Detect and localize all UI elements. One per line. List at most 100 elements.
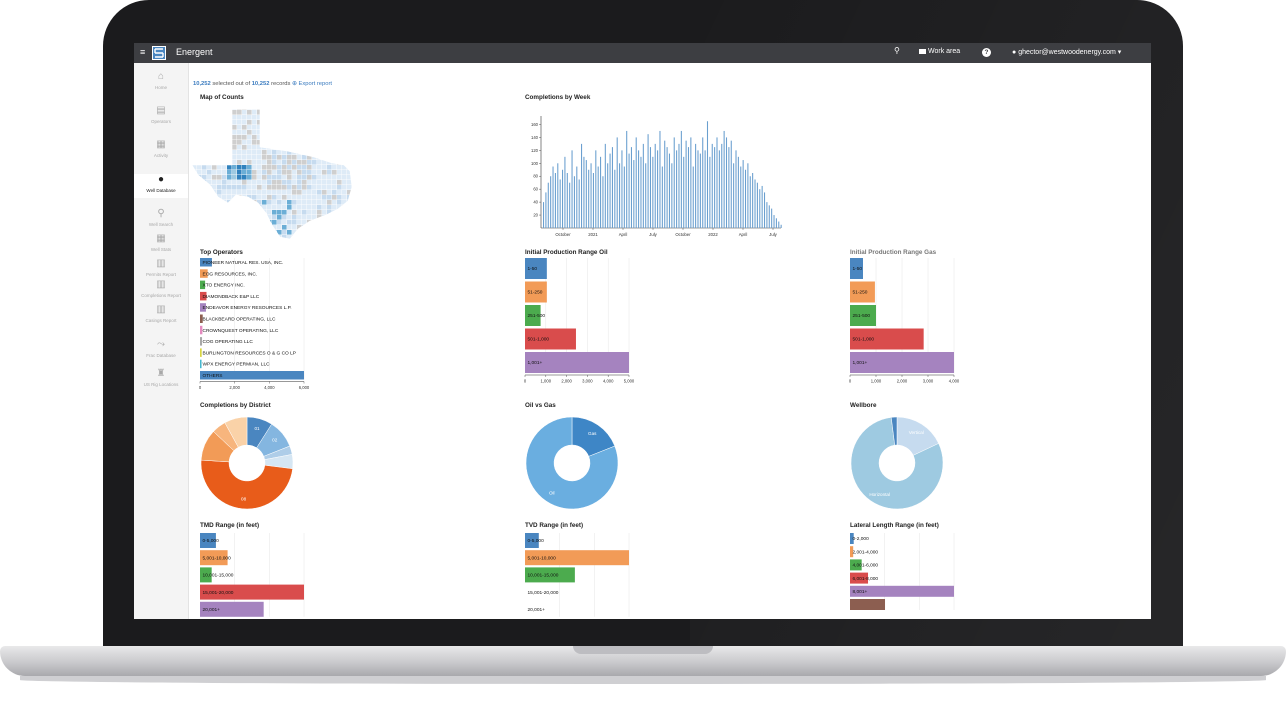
week-bar[interactable] — [616, 137, 618, 228]
week-bar[interactable] — [709, 156, 711, 228]
week-bar[interactable] — [592, 173, 594, 228]
bar-1-50[interactable] — [850, 258, 863, 279]
week-bar[interactable] — [649, 147, 651, 228]
week-bar[interactable] — [697, 150, 699, 228]
hamburger-icon[interactable]: ≡ — [140, 47, 146, 57]
week-bar[interactable] — [611, 147, 613, 228]
week-bar[interactable] — [557, 163, 559, 228]
week-bar[interactable] — [573, 176, 575, 228]
bar-20-001[interactable] — [200, 601, 264, 617]
week-bar[interactable] — [761, 185, 763, 228]
texas-county-map[interactable] — [192, 105, 357, 240]
sidebar-item-casings-report[interactable]: ▥ Casings Report — [134, 304, 188, 328]
week-bar[interactable] — [654, 143, 656, 228]
week-bar[interactable] — [768, 205, 770, 228]
week-bar[interactable] — [666, 147, 668, 228]
top-operators-chart[interactable]: PIONEER NATURAL RES. USA, INC. EOG RESOUR… — [192, 258, 312, 398]
week-bar[interactable] — [642, 143, 644, 228]
bar-6-001-8-000[interactable] — [850, 572, 869, 584]
week-bar[interactable] — [635, 137, 637, 228]
week-bar[interactable] — [718, 150, 720, 228]
week-bar[interactable] — [543, 202, 545, 228]
week-bar[interactable] — [752, 173, 754, 228]
bar-eog-resources-inc[interactable] — [200, 269, 208, 278]
tmd-range-chart[interactable]: 0-5,000 5,001-10,000 10,001-15,000 15,001-2… — [192, 533, 312, 619]
sidebar-item-home[interactable]: ⌂ Home — [134, 71, 188, 95]
ip-oil-chart[interactable]: 1-50 51-250 251-500 501-1,000 1,001+ 0 1,000 2,… — [517, 258, 637, 398]
lateral-range-chart[interactable]: 0-2,000 2,001-4,000 4,001-6,000 6,001-8,000… — [842, 533, 962, 619]
user-menu[interactable]: ● ghector@westwoodenergy.com ▾ — [1012, 48, 1121, 56]
week-bar[interactable] — [604, 143, 606, 228]
week-bar[interactable] — [778, 221, 780, 228]
week-bar[interactable] — [614, 169, 616, 228]
week-bar[interactable] — [554, 173, 556, 228]
week-bar[interactable] — [569, 182, 571, 228]
bar-endeavor-energy-resources-l-p[interactable] — [200, 303, 206, 312]
district-donut-chart[interactable]: 01 02 08 — [200, 417, 300, 517]
bar-1-001[interactable] — [525, 352, 629, 373]
sidebar-item-well-search[interactable]: ⚲ Well Search — [134, 208, 188, 232]
week-bar[interactable] — [742, 160, 744, 228]
bar-blackbeard-operating-llc[interactable] — [200, 314, 203, 324]
week-bar[interactable] — [773, 215, 775, 228]
sidebar-item-completions-report[interactable]: ▥ Completions Report — [134, 279, 188, 303]
week-bar[interactable] — [562, 169, 564, 228]
slice-2[interactable] — [890, 417, 898, 446]
week-bar[interactable] — [633, 160, 635, 228]
week-bar[interactable] — [638, 150, 640, 228]
bar-501-1-000[interactable] — [850, 328, 924, 350]
week-bar[interactable] — [754, 179, 756, 228]
week-bar[interactable] — [659, 130, 661, 228]
week-bar[interactable] — [588, 169, 590, 228]
work-area-button[interactable]: Work area — [919, 48, 960, 55]
week-bar[interactable] — [566, 173, 568, 228]
slice-08[interactable] — [200, 459, 293, 510]
bar-4-001-6-000[interactable] — [850, 559, 862, 571]
week-bar[interactable] — [652, 156, 654, 228]
week-bar[interactable] — [647, 134, 649, 228]
week-bar[interactable] — [552, 166, 554, 228]
week-bar[interactable] — [680, 130, 682, 228]
week-bar[interactable] — [692, 166, 694, 228]
week-bar[interactable] — [628, 153, 630, 228]
bar-5-001-10-000[interactable] — [200, 550, 228, 566]
week-bar[interactable] — [645, 163, 647, 228]
bar-item[interactable] — [850, 599, 886, 610]
week-bar[interactable] — [711, 143, 713, 228]
bar-501-1-000[interactable] — [525, 328, 576, 350]
bar-251-500[interactable] — [850, 305, 876, 326]
week-bar[interactable] — [673, 137, 675, 228]
week-bar[interactable] — [630, 147, 632, 228]
week-bar[interactable] — [550, 176, 552, 228]
week-bar[interactable] — [676, 150, 678, 228]
sidebar-item-us-rig-locations[interactable]: ♜ US Rig Locations — [134, 368, 188, 392]
week-bar[interactable] — [595, 150, 597, 228]
week-bar[interactable] — [621, 150, 623, 228]
week-bar[interactable] — [775, 218, 777, 228]
week-bar[interactable] — [744, 169, 747, 228]
week-bar[interactable] — [749, 176, 751, 228]
app-title[interactable]: Energent — [176, 47, 213, 57]
week-bar[interactable] — [759, 189, 761, 228]
tvd-range-chart[interactable]: 0-5,000 5,001-10,000 10,001-15,000 15,001-2… — [517, 533, 637, 619]
week-bar[interactable] — [619, 163, 621, 228]
bar-1-50[interactable] — [525, 258, 547, 279]
week-bar[interactable] — [735, 150, 737, 228]
sidebar-item-well-database[interactable]: ● Well Database — [134, 174, 188, 198]
week-bar[interactable] — [602, 176, 604, 228]
bar-wpx-energy-permian-llc[interactable] — [200, 359, 202, 369]
week-bar[interactable] — [590, 163, 592, 228]
week-bar[interactable] — [699, 153, 701, 228]
week-bar[interactable] — [771, 208, 773, 228]
bar-burlington-resources-o-g-co-lp[interactable] — [200, 348, 202, 357]
bar-251-500[interactable] — [525, 305, 541, 326]
week-bar[interactable] — [678, 143, 680, 228]
week-bar[interactable] — [685, 140, 687, 228]
week-bar[interactable] — [664, 140, 666, 228]
bar-crownquest-operating-llc[interactable] — [200, 325, 203, 335]
bar-0-2-000[interactable] — [850, 533, 854, 544]
bar-2-001-4-000[interactable] — [850, 546, 854, 558]
oil-gas-donut-chart[interactable]: Gas Oil — [525, 417, 625, 517]
week-bar[interactable] — [747, 163, 749, 228]
week-bar[interactable] — [730, 140, 732, 228]
